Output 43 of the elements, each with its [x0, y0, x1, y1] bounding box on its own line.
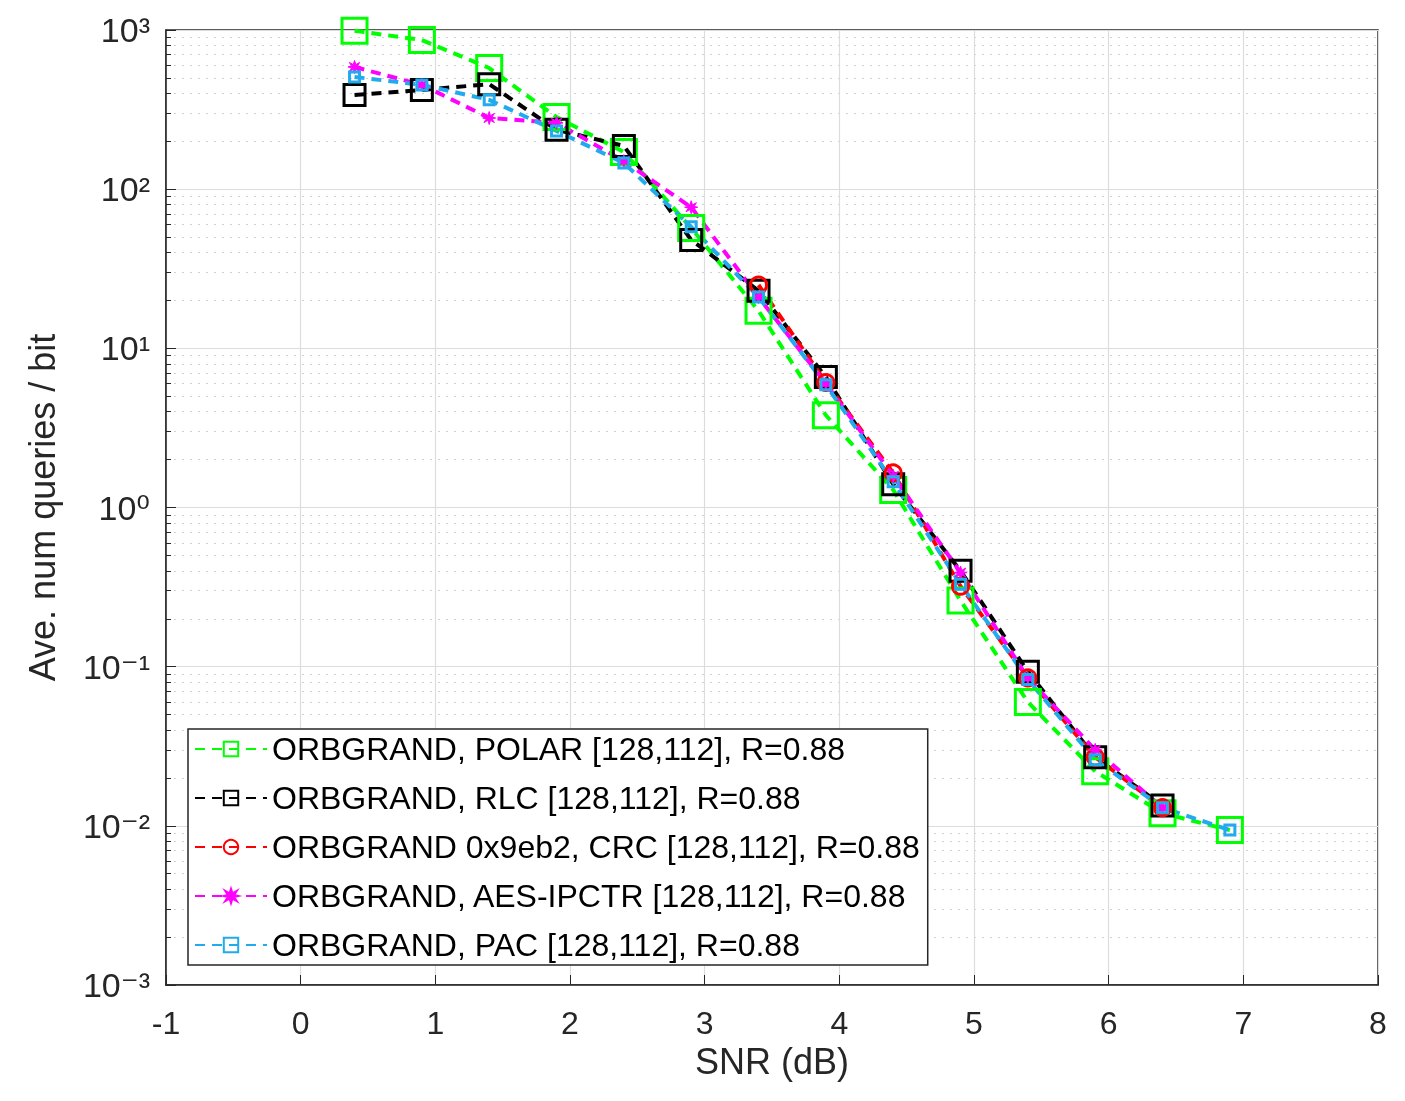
point	[340, 16, 369, 45]
y-axis-title: Ave. num queries / bit	[21, 333, 63, 682]
point	[1215, 816, 1244, 845]
legend-label: ORBGRAND, PAC [128,112], R=0.88	[272, 927, 800, 963]
point	[677, 214, 706, 243]
x-tick-label: 0	[291, 1005, 310, 1041]
point	[684, 200, 699, 215]
y-tick-label: 10³	[100, 11, 150, 49]
y-tick-label: 10⁰	[98, 488, 150, 527]
point	[1088, 742, 1103, 757]
x-tick-label: 3	[695, 1005, 714, 1041]
legend-label: ORBGRAND, RLC [128,112], R=0.88	[272, 780, 801, 816]
x-tick-label: 6	[1099, 1005, 1118, 1041]
point	[544, 117, 569, 142]
point	[407, 26, 436, 55]
y-tick-label: 10²	[100, 170, 150, 209]
point	[475, 54, 504, 83]
point	[679, 227, 704, 252]
y-tick-label: 10⁻¹	[82, 647, 150, 686]
x-tick-label: -1	[151, 1005, 181, 1041]
y-tick-label: 10¹	[100, 329, 150, 368]
y-tick-label: 10⁻³	[82, 966, 150, 1004]
x-tick-label: 4	[830, 1005, 849, 1041]
legend-label: ORBGRAND, POLAR [128,112], R=0.88	[272, 731, 845, 767]
x-tick-label: 2	[561, 1005, 579, 1041]
point	[347, 59, 362, 74]
point	[1150, 793, 1175, 818]
legend-label: ORBGRAND 0x9eb2, CRC [128,112], R=0.88	[272, 829, 920, 865]
point	[348, 70, 362, 84]
point	[342, 82, 367, 107]
y-tick-label: 10⁻²	[82, 806, 150, 845]
x-axis-title: SNR (dB)	[694, 1041, 850, 1083]
point	[611, 133, 636, 158]
x-tick-label: 5	[965, 1005, 983, 1041]
x-tick-label: 1	[426, 1005, 445, 1041]
point	[1013, 687, 1042, 716]
x-tick-label: 8	[1369, 1005, 1387, 1041]
point	[811, 401, 840, 430]
point	[482, 93, 496, 107]
point	[482, 110, 497, 125]
point	[881, 472, 906, 497]
x-tick-label: 7	[1234, 1005, 1253, 1041]
legend-label: ORBGRAND, AES-IPCTR [128,112], R=0.88	[272, 878, 906, 914]
